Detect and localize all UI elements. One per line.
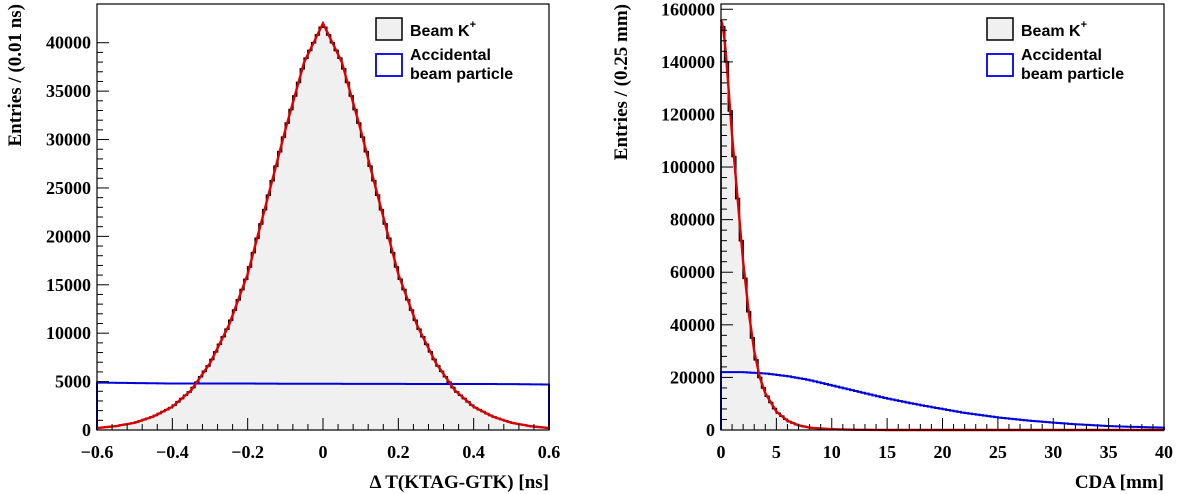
legend-label-accidental-line1: Accidental — [1021, 47, 1102, 64]
left-panel-dt: −0.6 −0.4 −0.2 0 0.2 0.4 0.6 0 5000 10000 15000 200… — [5, 3, 561, 493]
y-tick-label: 120000 — [661, 104, 715, 124]
legend-label-superscript: + — [470, 19, 476, 31]
fit-curve — [96, 20, 550, 430]
y-tick-label: 60000 — [670, 262, 715, 282]
y-tick-label: 20000 — [46, 226, 91, 246]
x-tick-label: 10 — [823, 442, 841, 462]
histogram-line-beam-kaon — [720, 25, 1164, 431]
legend-label-accidental-line1: Accidental — [410, 47, 491, 64]
x-tick-label: 30 — [1044, 442, 1062, 462]
legend-label-text: Beam K — [1021, 23, 1081, 40]
legend-label-accidental-line2: beam particle — [410, 66, 513, 83]
legend-swatch-beam-kaon — [375, 17, 403, 41]
y-tick-label: 160000 — [661, 0, 715, 19]
legend: Beam K+ Accidental beam particle — [375, 17, 513, 83]
right-panel-cda: 0 5 10 15 20 25 30 35 40 0 20000 40000 60000 80000 100… — [611, 0, 1173, 493]
y-tick-label: 5000 — [55, 372, 91, 392]
histogram-line-accidental-beam-particle — [720, 371, 1165, 430]
y-tick-label: 40000 — [46, 33, 91, 53]
legend-label-text: Beam K — [410, 23, 470, 40]
x-tick-label: −0.4 — [156, 442, 189, 462]
x-axis-title: CDA [mm] — [1075, 472, 1164, 493]
x-tick-label: 40 — [1155, 442, 1173, 462]
y-tick-label: 80000 — [670, 210, 715, 230]
y-tick-label: 35000 — [46, 81, 91, 101]
y-tick-label: 0 — [82, 420, 91, 440]
x-tick-label: −0.6 — [81, 442, 114, 462]
legend-swatch-accidental — [986, 53, 1014, 77]
y-tick-label: 10000 — [46, 323, 91, 343]
y-tick-label: 100000 — [661, 157, 715, 177]
legend: Beam K+ Accidental beam particle — [986, 17, 1124, 83]
x-tick-label: 0 — [717, 442, 726, 462]
x-tick-label: 25 — [989, 442, 1007, 462]
x-tick-label: 0.4 — [462, 442, 485, 462]
y-tick-label: 15000 — [46, 275, 91, 295]
x-tick-label: 15 — [878, 442, 896, 462]
y-tick-label: 0 — [706, 420, 715, 440]
legend-label-accidental-line2: beam particle — [1021, 66, 1124, 83]
x-tick-label: 0.2 — [387, 442, 410, 462]
legend-swatch-beam-kaon — [986, 17, 1014, 41]
y-tick-label: 40000 — [670, 315, 715, 335]
x-tick-label: 20 — [934, 442, 952, 462]
legend-label-beam-kaon: Beam K+ — [1021, 19, 1087, 40]
y-tick-label: 25000 — [46, 178, 91, 198]
y-axis-title: Entries / (0.01 ns) — [5, 4, 26, 147]
y-tick-label: 20000 — [670, 367, 715, 387]
legend-label-superscript: + — [1081, 19, 1087, 31]
y-tick-label: 140000 — [661, 52, 715, 72]
histogram-fill-beam-kaon — [97, 27, 549, 431]
legend-label-beam-kaon: Beam K+ — [410, 19, 476, 40]
y-axis-title: Entries / (0.25 mm) — [611, 4, 632, 160]
legend-swatch-accidental — [375, 53, 403, 77]
y-tick-label: 30000 — [46, 130, 91, 150]
x-tick-label: 35 — [1100, 442, 1118, 462]
histogram-line-accidental-beam-particle — [96, 381, 550, 430]
x-tick-label: 0.6 — [538, 442, 561, 462]
x-tick-label: 5 — [772, 442, 781, 462]
x-tick-label: −0.2 — [231, 442, 264, 462]
histogram-fill-beam-kaon — [721, 26, 1164, 430]
x-axis-title: Δ T(KTAG-GTK) [ns] — [370, 472, 549, 493]
x-tick-label: 0 — [319, 442, 328, 462]
